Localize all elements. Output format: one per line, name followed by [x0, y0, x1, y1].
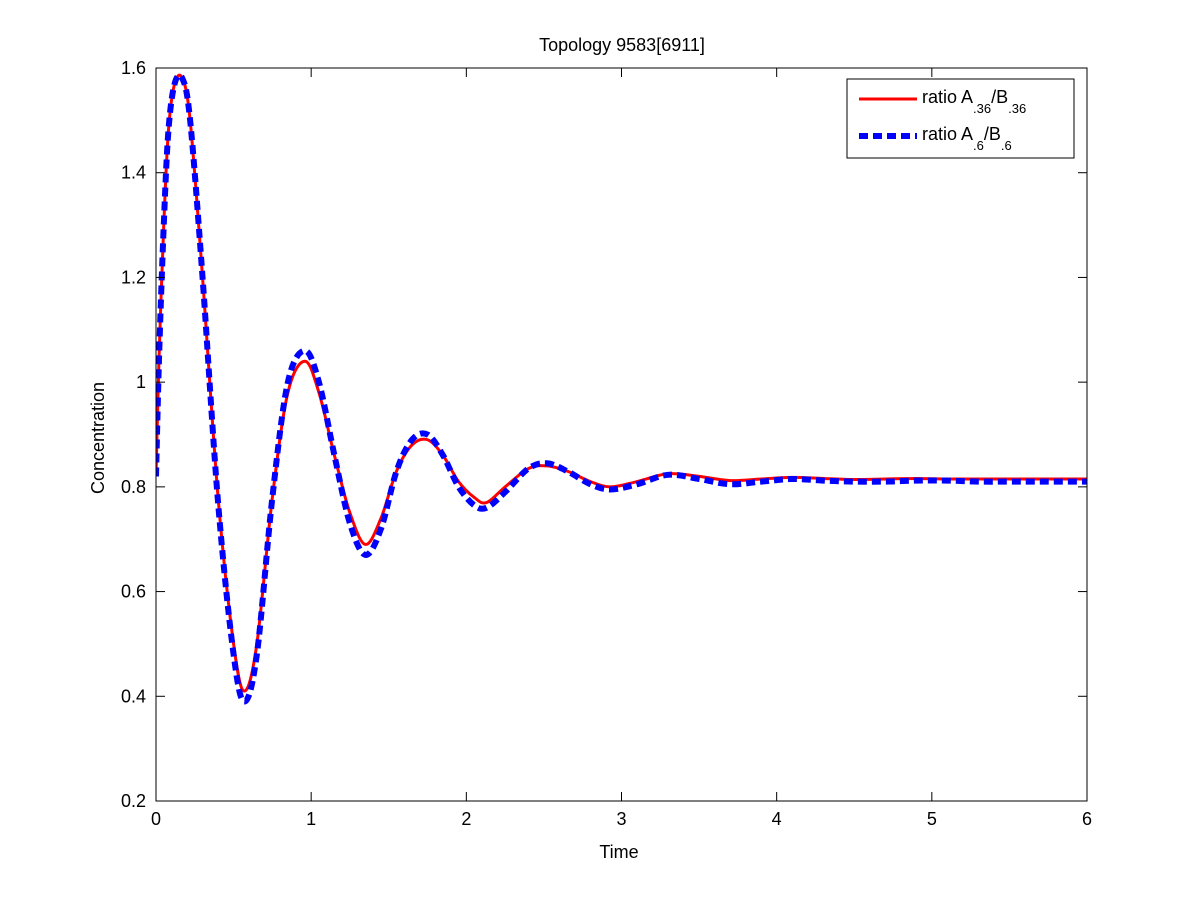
series-line-1 — [156, 73, 1087, 693]
x-tick-label: 1 — [306, 809, 316, 829]
legend: ratio A.36/B.36 ratio A.6/B.6 — [846, 78, 1075, 159]
plot-area: 0 1 2 3 4 5 6 0.2 0.4 0.6 0.8 1 1.2 1.4 1.6 — [121, 58, 1092, 829]
axes-box — [155, 67, 1088, 802]
y-tick-label: 1.2 — [121, 267, 146, 287]
y-axis-label: Concentration — [88, 382, 108, 494]
chart-title: Topology 9583[6911] — [539, 35, 705, 55]
y-tick-label: 1.6 — [121, 58, 146, 78]
legend-label-2: ratio A.6/B.6 — [922, 124, 1012, 153]
x-axis-label: Time — [599, 842, 638, 862]
x-tick-label: 5 — [927, 809, 937, 829]
legend-label-1: ratio A.36/B.36 — [922, 87, 1026, 116]
y-tick-label: 1.4 — [121, 163, 146, 183]
x-tick-label: 4 — [772, 809, 782, 829]
x-tick-label: 0 — [151, 809, 161, 829]
x-tick-label: 2 — [461, 809, 471, 829]
y-tick-label: 0.4 — [121, 686, 146, 706]
series-line-2 — [156, 72, 1087, 705]
y-tick-label: 0.6 — [121, 582, 146, 602]
y-tick-label: 1 — [136, 372, 146, 392]
legend-box — [846, 78, 1075, 159]
y-tick-label: 0.8 — [121, 477, 146, 497]
x-tick-label: 6 — [1082, 809, 1092, 829]
x-tick-label: 3 — [616, 809, 626, 829]
y-tick-label: 0.2 — [121, 791, 146, 811]
